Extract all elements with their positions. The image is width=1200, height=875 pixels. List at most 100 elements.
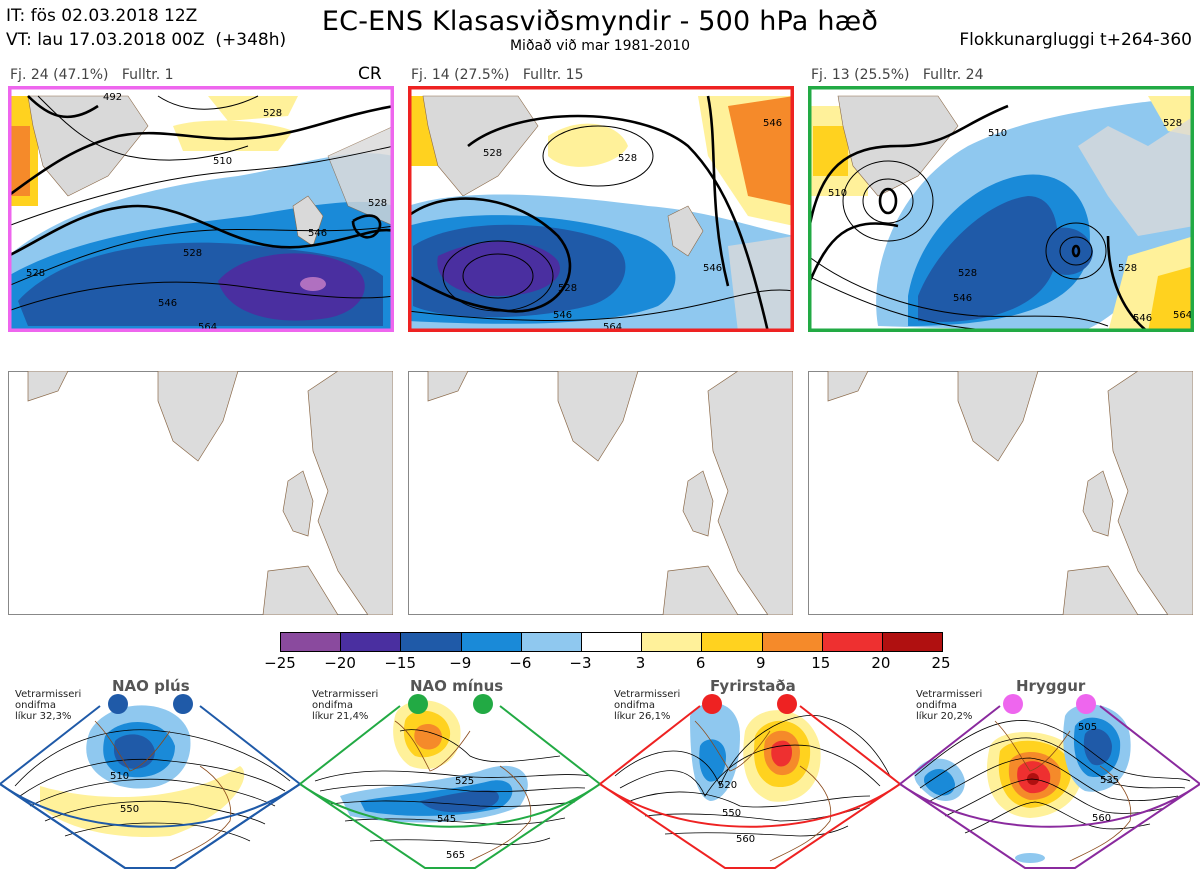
contour-label: 510 xyxy=(988,128,1007,139)
page-subtitle: Miðað við mar 1981-2010 xyxy=(509,38,691,54)
regime-marker xyxy=(173,694,193,714)
colorbar-tick-label: −25 xyxy=(264,654,296,672)
colorbar-swatch xyxy=(641,633,702,651)
contour-label: 528 xyxy=(958,268,977,279)
regime-info: Vetrarmisseri ondifma líkur 32,3% xyxy=(15,689,82,722)
colorbar-tick-label: −6 xyxy=(509,654,532,672)
member-map-3 xyxy=(808,371,1193,615)
contour-label: 528 xyxy=(618,153,637,164)
contour-label: 546 xyxy=(158,298,177,309)
valid-time: VT: lau 17.03.2018 00Z (+348h) xyxy=(6,30,287,50)
contour-label: 546 xyxy=(553,310,572,321)
regime-contour-label: 505 xyxy=(1078,722,1097,733)
colorbar-swatch xyxy=(520,633,581,651)
colorbar-tick-label: 9 xyxy=(755,654,766,672)
contour-label: 510 xyxy=(213,156,232,167)
regime-marker xyxy=(1076,694,1096,714)
regime-contour-label: 550 xyxy=(120,804,139,815)
cluster-map-3: 510 510 528 528 546 528 546 564 xyxy=(808,86,1194,332)
weather-regimes: 510 550 525 545 565 xyxy=(0,676,1200,871)
colorbar-ticks: −25 −20 −15 −9 −6 −3 3 6 9 15 20 25 xyxy=(264,654,950,674)
contour-label: 528 xyxy=(183,248,202,259)
member-map-1 xyxy=(8,371,393,615)
contour-label: 546 xyxy=(703,263,722,274)
regime-contour-label: 560 xyxy=(1092,813,1111,824)
contour-label: 546 xyxy=(1133,313,1152,324)
regime-contour-label: 550 xyxy=(722,808,741,819)
panel-1-label: Fj. 24 (47.1%) Fulltr. 1 xyxy=(10,67,174,83)
contour-label: 564 xyxy=(603,322,622,332)
contour-label: 510 xyxy=(828,188,847,199)
contour-label: 528 xyxy=(1118,263,1137,274)
regime-marker xyxy=(473,694,493,714)
contour-label: 528 xyxy=(1163,118,1182,129)
regime-nao-plus: 510 550 xyxy=(0,694,301,869)
regime-title: Fyrirstaða xyxy=(710,677,796,695)
colorbar-tick-label: 3 xyxy=(635,654,646,672)
contour-label: 528 xyxy=(263,108,282,119)
colorbar-tick-label: −3 xyxy=(569,654,592,672)
regime-info: Vetrarmisseri ondifma líkur 20,2% xyxy=(916,689,983,722)
classification-window: Flokkunargluggi t+264-360 xyxy=(959,30,1192,50)
contour-label: 546 xyxy=(763,118,782,129)
regime-contour-label: 565 xyxy=(446,850,465,861)
regime-info: Vetrarmisseri ondifma líkur 21,4% xyxy=(312,689,379,722)
colorbar-swatch xyxy=(340,633,401,651)
colorbar-swatch xyxy=(580,633,642,651)
regime-marker xyxy=(702,694,722,714)
cluster-map-2: 528 528 546 528 546 564 546 xyxy=(408,86,794,332)
cluster-map-1: 492 510 528 528 528 546 546 528 564 xyxy=(8,86,394,332)
contour-label: 528 xyxy=(483,148,502,159)
forecast-times: IT: fös 02.03.2018 12Z VT: lau 17.03.201… xyxy=(6,4,286,52)
contour-label: 528 xyxy=(368,198,387,209)
regime-info: Vetrarmisseri ondifma líkur 26,1% xyxy=(614,689,681,722)
regime-blocking: 520 550 560 xyxy=(599,694,901,869)
regime-ridge: 505 535 560 xyxy=(899,694,1200,869)
colorbar-tick-label: 15 xyxy=(811,654,831,672)
contour-label: 546 xyxy=(308,228,327,239)
regime-marker xyxy=(1003,694,1023,714)
colorbar-swatch xyxy=(460,633,521,651)
regime-title: NAO mínus xyxy=(410,677,504,695)
initial-time: IT: fös 02.03.2018 12Z xyxy=(6,6,198,26)
colorbar-tick-label: 6 xyxy=(695,654,706,672)
regime-marker xyxy=(108,694,128,714)
cluster-border xyxy=(8,86,394,332)
regime-contour-label: 525 xyxy=(455,776,474,787)
contour-label: 564 xyxy=(1173,310,1192,321)
colorbar-tick-label: 20 xyxy=(871,654,891,672)
regime-contour-label: 510 xyxy=(110,771,129,782)
regime-contour-label: 520 xyxy=(718,780,737,791)
regime-title: Hryggur xyxy=(1016,677,1086,695)
regime-title: NAO plús xyxy=(112,677,190,695)
regime-marker xyxy=(777,694,797,714)
colorbar-tick-label: −20 xyxy=(324,654,356,672)
contour-label: 528 xyxy=(558,283,577,294)
colorbar-swatch xyxy=(701,633,762,651)
colorbar-swatch xyxy=(400,633,461,651)
contour-label: 564 xyxy=(198,322,217,332)
regime-marker xyxy=(408,694,428,714)
colorbar-swatch xyxy=(761,633,822,651)
cluster-border xyxy=(408,86,794,332)
panel-1-tag: CR xyxy=(358,64,382,84)
colorbar-swatch xyxy=(281,633,341,651)
contour-label: 546 xyxy=(953,293,972,304)
colorbar-tick-label: −9 xyxy=(449,654,472,672)
contour-label: 492 xyxy=(103,92,122,103)
contour-label: 528 xyxy=(26,268,45,279)
colorbar-swatch xyxy=(881,633,943,651)
panel-2-label: Fj. 14 (27.5%) Fulltr. 15 xyxy=(411,67,584,83)
anomaly-colorbar xyxy=(280,632,943,652)
colorbar-swatch xyxy=(821,633,882,651)
regime-nao-minus: 525 545 565 xyxy=(299,694,601,869)
regime-contour-label: 545 xyxy=(437,814,456,825)
page-title: EC-ENS Klasasviðsmyndir - 500 hPa hæð xyxy=(321,6,879,37)
colorbar-tick-label: −15 xyxy=(384,654,416,672)
panel-3-label: Fj. 13 (25.5%) Fulltr. 24 xyxy=(811,67,984,83)
colorbar-tick-label: 25 xyxy=(931,654,951,672)
regime-contour-label: 535 xyxy=(1100,775,1119,786)
regime-contour-label: 560 xyxy=(736,834,755,845)
member-map-2 xyxy=(408,371,793,615)
cluster-border xyxy=(808,86,1194,332)
